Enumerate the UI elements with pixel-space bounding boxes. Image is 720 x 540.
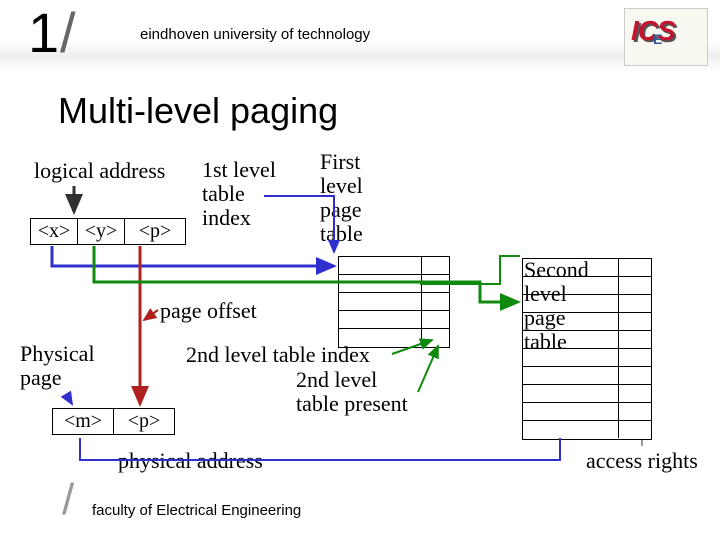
first-level-page-table: [338, 256, 450, 348]
first-level-page-table-label: First level page table: [320, 150, 363, 246]
footer-faculty: faculty of Electrical Engineering: [92, 502, 301, 519]
physical-address-label: physical address: [118, 448, 263, 474]
university-name: eindhoven university of technology: [140, 26, 370, 43]
page-offset-label: page offset: [160, 298, 257, 324]
physical-cell-p: <p>: [114, 409, 174, 434]
logical-cell-y: <y>: [78, 219, 125, 244]
second-level-index-label: 2nd level table index: [186, 342, 370, 368]
ics-badge-sub: E: [653, 31, 662, 47]
physical-cell-m: <m>: [53, 409, 114, 434]
physical-page-label: Physical page: [20, 342, 95, 390]
second-level-present-label: 2nd level table present: [296, 368, 408, 416]
ics-badge: ICS E: [624, 8, 708, 66]
logical-cell-p: <p>: [125, 219, 185, 244]
access-rights-label: access rights: [586, 448, 698, 474]
logo-digit: 1: [28, 0, 59, 65]
logical-cell-x: <x>: [31, 219, 78, 244]
first-level-index-label: 1st level table index: [202, 158, 276, 230]
logo-slash: /: [60, 0, 76, 65]
physical-address-cells: <m> <p>: [52, 408, 175, 435]
logical-address-label: logical address: [34, 158, 165, 184]
footer-slash: /: [62, 475, 74, 525]
slide-title: Multi-level paging: [58, 90, 338, 132]
second-level-page-table-label: Second level page table: [524, 258, 589, 354]
logical-address-cells: <x> <y> <p>: [30, 218, 186, 245]
